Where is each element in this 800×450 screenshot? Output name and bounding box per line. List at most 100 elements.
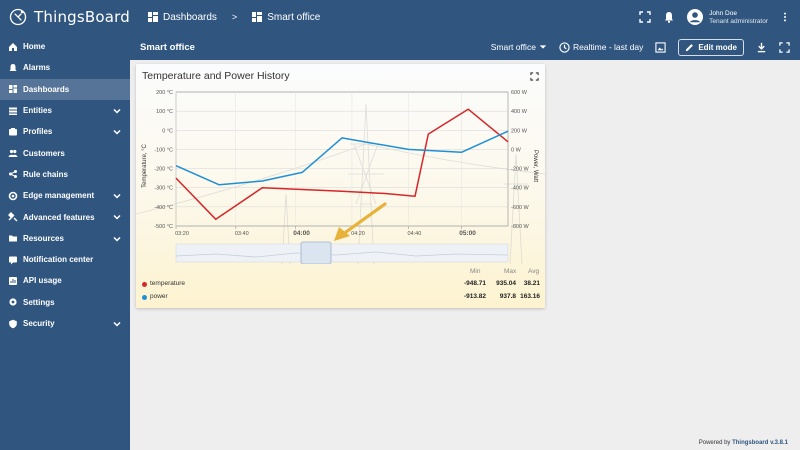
y-left-tick-label: -500 °C: [154, 224, 173, 230]
timewindow-button[interactable]: Realtime - last day: [559, 41, 643, 53]
footer-version-link[interactable]: Thingsboard v.3.8.1: [732, 440, 788, 446]
legend-row-temperature[interactable]: temperature -948.71 935.04 38.21: [142, 280, 542, 290]
legend-series-name: power: [150, 293, 168, 300]
series-line-temperature: [175, 108, 509, 221]
legend-series-name: temperature: [150, 280, 186, 287]
sidebar-nav: Home Alarms Dashboards Entities Profiles Cust…: [0, 36, 130, 334]
sidebar-item-label: Profiles: [23, 127, 53, 137]
y-right-tick-label: -200 W: [511, 167, 530, 173]
dashboard-toolbar: Smart office Smart office Realtime - las…: [130, 34, 800, 60]
y-right-tick-label: 400 W: [511, 109, 528, 115]
footer-prefix: Powered by: [698, 440, 731, 446]
y-right-tick-label: -600 W: [511, 205, 530, 211]
legend-avg-value: 163.16: [520, 293, 540, 300]
series-line-power: [175, 130, 509, 186]
x-tick-label: 04:00: [293, 230, 310, 237]
bell-icon[interactable]: [663, 11, 675, 23]
sidebar-item-label: Settings: [23, 297, 55, 307]
breadcrumb-separator: >: [231, 12, 238, 22]
sidebar-item-edge-management[interactable]: Edge management: [0, 185, 130, 206]
y-axis-left-label: Temperature, °C: [142, 143, 148, 187]
legend-header-max: Max: [504, 268, 517, 275]
sidebar-item-dashboards[interactable]: Dashboards: [0, 78, 130, 100]
legend-min-value: -913.82: [463, 293, 486, 300]
dashboard-actions: Smart office Realtime - last day Edit mo…: [491, 34, 790, 60]
user-menu[interactable]: John Doe Tenant administrator: [687, 9, 768, 25]
y-axis-right: 600 W 400 W 200 W 0 W -200 W -400 W -600 W -800…: [511, 90, 530, 230]
more-vert-icon[interactable]: [780, 11, 790, 23]
top-bar: Dashboards > Smart office John Doe Tenan…: [130, 0, 800, 34]
sidebar-item-advanced-features[interactable]: Advanced features: [0, 206, 130, 227]
dashboard-icon: [9, 85, 17, 94]
sidebar-item-security[interactable]: Security: [0, 313, 130, 334]
fullscreen-icon[interactable]: [530, 72, 539, 81]
edit-mode-label: Edit mode: [698, 42, 737, 52]
sidebar-item-rule-chains[interactable]: Rule chains: [0, 164, 130, 185]
fullscreen-icon[interactable]: [639, 11, 651, 23]
legend-swatch: [142, 295, 147, 300]
sidebar-item-label: Advanced features: [23, 212, 95, 222]
dashboard-title: Smart office: [140, 41, 195, 53]
y-left-tick-label: 100 °C: [156, 109, 173, 115]
y-left-tick-label: 200 °C: [156, 90, 173, 96]
range-navigator[interactable]: [175, 243, 509, 263]
x-axis: 03:20 03:40 04:00 04:20 04:40 05:00: [175, 226, 476, 237]
sidebar-item-label: Resources: [23, 233, 64, 243]
sidebar-item-profiles[interactable]: Profiles: [0, 121, 130, 142]
sidebar-item-notification-center[interactable]: Notification center: [0, 249, 130, 270]
dashboard-icon: [148, 12, 158, 22]
sidebar-item-customers[interactable]: Customers: [0, 142, 130, 163]
settings-icon: [9, 298, 17, 306]
chevron-down-icon[interactable]: [112, 234, 122, 244]
range-navigator-handle[interactable]: [300, 241, 332, 264]
legend-max-value: 935.04: [496, 280, 516, 287]
chevron-down-icon[interactable]: [112, 106, 122, 116]
home-icon: [9, 42, 17, 51]
entities-icon: [9, 107, 17, 115]
chart-widget: Temperature and Power History 200 °C 100 …: [136, 64, 545, 308]
download-icon[interactable]: [756, 42, 767, 53]
fullscreen-icon[interactable]: [779, 41, 790, 53]
legend-min-value: -948.71: [463, 280, 486, 287]
breadcrumb-dashboards[interactable]: Dashboards: [163, 11, 217, 23]
chevron-down-icon[interactable]: [112, 212, 122, 222]
sidebar-item-settings[interactable]: Settings: [0, 292, 130, 313]
footer: Powered by Thingsboard v.3.8.1: [699, 440, 788, 446]
edit-mode-button[interactable]: Edit mode: [678, 38, 744, 56]
legend-header-min: Min: [470, 268, 481, 275]
sidebar-item-label: API usage: [23, 276, 62, 286]
line-chart: 200 °C 100 °C 0 °C -100 °C -200 °C -300 °C -40…: [142, 90, 538, 264]
user-name: John Doe: [709, 10, 737, 17]
sidebar-item-entities[interactable]: Entities: [0, 100, 130, 121]
y-right-tick-label: 600 W: [511, 90, 528, 96]
y-right-tick-label: -800 W: [511, 224, 530, 230]
chevron-down-icon[interactable]: [112, 191, 122, 201]
sidebar-item-resources[interactable]: Resources: [0, 228, 130, 249]
widget-background: [136, 64, 545, 308]
chart-grid: [175, 91, 509, 227]
brand-logo[interactable]: ThingsBoard: [0, 0, 130, 34]
avatar-icon: [687, 9, 704, 25]
annotation-arrow: [334, 202, 387, 241]
api-usage-icon: [9, 276, 17, 285]
y-right-tick-label: 0 W: [511, 147, 522, 153]
customers-icon: [8, 150, 18, 158]
legend-max-value: 937.8: [499, 293, 516, 300]
sidebar: ThingsBoard Home Alarms Dashboards Entities…: [0, 0, 130, 450]
sidebar-item-home[interactable]: Home: [0, 36, 130, 57]
y-left-tick-label: -100 °C: [154, 147, 173, 153]
state-selector[interactable]: Smart office: [491, 42, 547, 52]
dashboard-icon: [252, 12, 263, 22]
legend-row-power[interactable]: power -913.82 937.8 163.16: [142, 293, 542, 303]
advanced-icon: [8, 212, 18, 222]
chevron-down-icon[interactable]: [112, 127, 122, 137]
sidebar-item-alarms[interactable]: Alarms: [0, 57, 130, 78]
y-left-tick-label: -300 °C: [154, 186, 173, 192]
rule-chains-icon: [9, 170, 17, 179]
alarm-icon: [9, 63, 17, 71]
sidebar-item-api-usage[interactable]: API usage: [0, 270, 130, 291]
legend-header-avg: Avg: [528, 268, 540, 275]
edge-icon: [8, 191, 18, 201]
chevron-down-icon[interactable]: [112, 319, 122, 329]
export-image-icon[interactable]: [655, 41, 666, 53]
